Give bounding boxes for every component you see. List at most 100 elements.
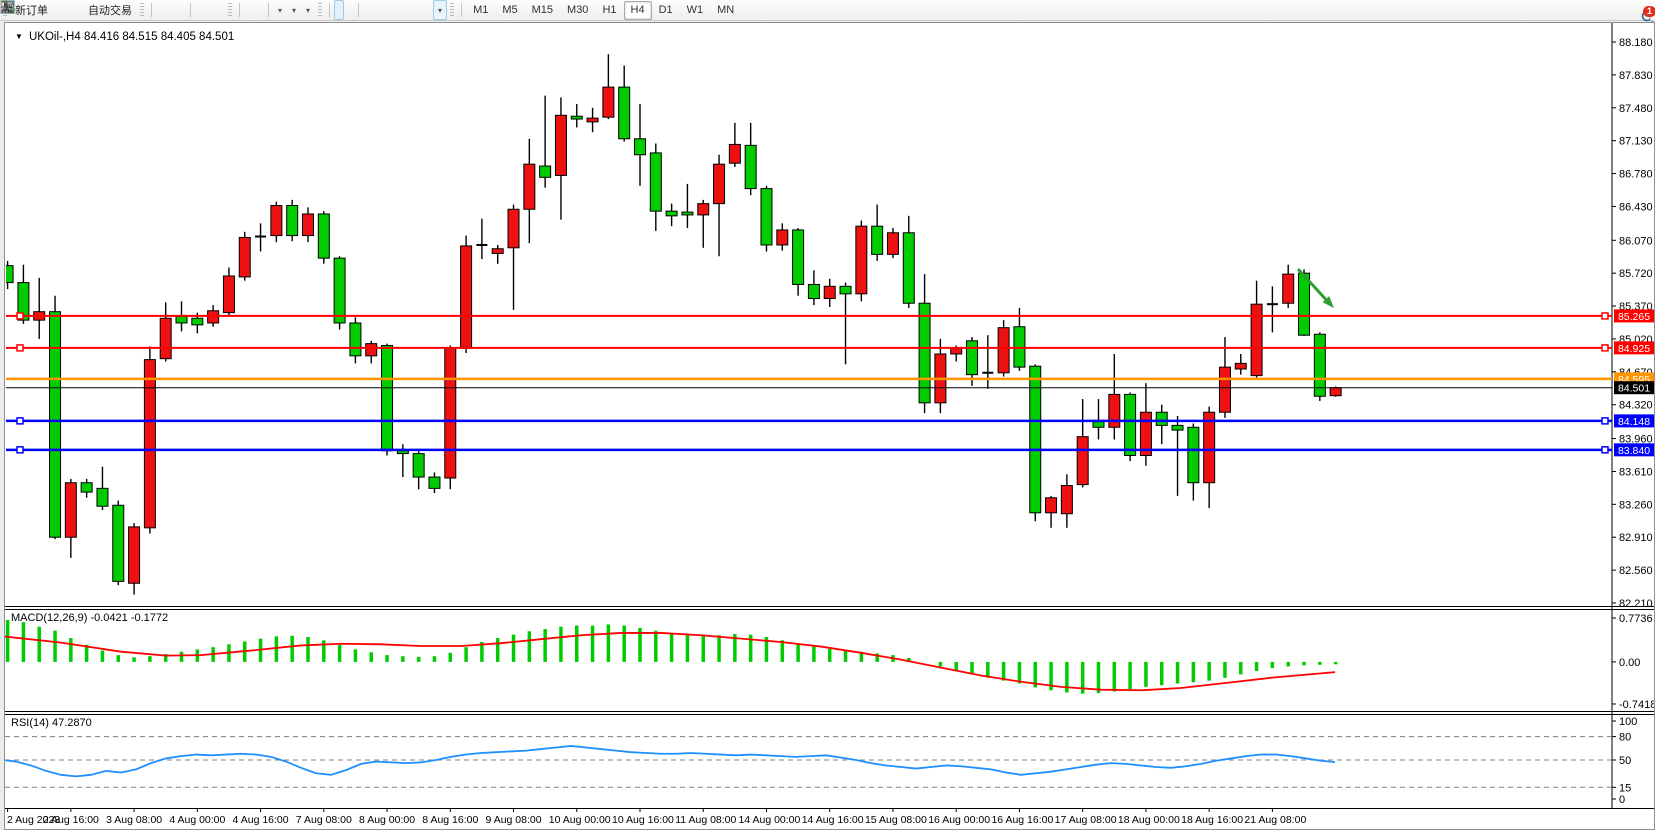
candle[interactable]	[365, 343, 378, 357]
arrows-button[interactable]: ▾	[3, 0, 448, 20]
candle[interactable]	[823, 285, 836, 300]
candle[interactable]	[1139, 411, 1152, 456]
candle[interactable]	[539, 165, 552, 178]
timeframe-d1[interactable]: D1	[658, 3, 673, 16]
candle[interactable]	[855, 225, 868, 295]
candle[interactable]	[143, 359, 156, 529]
candle[interactable]	[728, 143, 741, 164]
candle[interactable]	[1313, 333, 1326, 397]
candle[interactable]	[460, 245, 473, 349]
candle[interactable]	[1298, 272, 1311, 336]
candle[interactable]	[1060, 485, 1073, 515]
crosshair-button[interactable]	[1, 0, 354, 20]
candle[interactable]	[997, 327, 1010, 374]
text-button[interactable]: A	[3, 0, 423, 20]
candle[interactable]	[760, 188, 773, 246]
candle[interactable]	[554, 114, 567, 176]
trendline-button[interactable]	[1, 0, 393, 20]
add-indicator-button[interactable]: ▾	[0, 0, 287, 20]
candle[interactable]	[1076, 436, 1089, 486]
timeframe-mn[interactable]: MN	[717, 3, 735, 16]
new-order-button[interactable]: 新订单	[10, 0, 53, 20]
candle[interactable]	[80, 482, 93, 493]
candle[interactable]	[1045, 497, 1058, 514]
candle[interactable]	[270, 205, 283, 237]
candle[interactable]	[17, 282, 30, 321]
candle[interactable]	[238, 236, 251, 278]
template-button[interactable]: ▾	[0, 0, 315, 20]
candle[interactable]	[1155, 411, 1168, 426]
candle[interactable]	[49, 311, 62, 538]
candle[interactable]	[871, 225, 884, 255]
candle[interactable]	[191, 317, 204, 326]
timeframe-m1[interactable]: M1	[473, 3, 489, 16]
candle[interactable]	[602, 86, 615, 118]
profile-button[interactable]	[0, 0, 73, 20]
candle[interactable]	[523, 163, 536, 210]
candle[interactable]	[1187, 426, 1200, 484]
candle[interactable]	[64, 482, 77, 538]
line-chart-button[interactable]	[0, 0, 186, 20]
candle[interactable]	[839, 285, 852, 295]
candle[interactable]	[807, 283, 820, 300]
candle[interactable]	[428, 476, 441, 489]
hline-button[interactable]	[1, 0, 383, 20]
candle[interactable]	[618, 86, 631, 140]
symbol-dropdown[interactable]: ▼	[15, 32, 23, 41]
candle[interactable]	[1329, 387, 1342, 397]
candle[interactable]	[586, 117, 599, 123]
candle[interactable]	[1171, 424, 1184, 431]
candle[interactable]	[175, 315, 188, 324]
candle[interactable]	[412, 453, 425, 478]
candle[interactable]	[1029, 365, 1042, 514]
candle[interactable]	[301, 213, 314, 237]
candle[interactable]	[1282, 273, 1295, 304]
candle[interactable]	[381, 345, 394, 452]
candle[interactable]	[317, 213, 330, 259]
candle[interactable]	[681, 211, 694, 216]
candle[interactable]	[792, 229, 805, 285]
candle[interactable]	[1108, 393, 1121, 428]
candle[interactable]	[396, 450, 409, 455]
candle[interactable]	[634, 138, 646, 156]
candle[interactable]	[744, 144, 757, 190]
candle[interactable]	[950, 347, 963, 355]
candle[interactable]	[159, 317, 172, 360]
timeframe-m15[interactable]: M15	[531, 3, 554, 16]
timeframe-h1[interactable]: H1	[602, 3, 617, 16]
candle[interactable]	[222, 275, 235, 314]
zoom-out-button[interactable]	[1, 0, 215, 20]
timeframe-w1[interactable]: W1	[686, 3, 704, 16]
timeframe-m30[interactable]: M30	[567, 3, 589, 16]
candle[interactable]	[570, 115, 583, 120]
candlestick-button[interactable]	[1, 0, 176, 20]
candle[interactable]	[349, 322, 362, 357]
period-button[interactable]: ▾	[1, 0, 301, 20]
candle[interactable]	[112, 504, 125, 582]
indicator-list-button[interactable]	[1, 0, 264, 20]
candle[interactable]	[697, 203, 710, 216]
arrow-annotation[interactable]	[1296, 267, 1332, 306]
candle[interactable]	[776, 229, 789, 246]
indicators-button[interactable]	[1, 0, 254, 20]
timeframe-h4[interactable]: H4	[623, 0, 652, 20]
channel-button[interactable]: E	[0, 0, 403, 20]
candle[interactable]	[1218, 366, 1231, 413]
candle[interactable]	[128, 526, 141, 584]
candle[interactable]	[665, 210, 678, 217]
tile-windows-button[interactable]	[0, 0, 225, 20]
vline-button[interactable]	[5, 0, 373, 20]
candle[interactable]	[902, 232, 915, 304]
bar-chart-button[interactable]	[2, 0, 166, 20]
cursor-button[interactable]	[4, 0, 345, 20]
label-button[interactable]: T	[0, 0, 433, 20]
chart-window-button[interactable]	[1, 0, 63, 20]
candle[interactable]	[333, 257, 346, 324]
signal-button[interactable]	[0, 0, 83, 20]
autotrade-button[interactable]: 自动交易	[1, 0, 137, 20]
candle[interactable]	[886, 232, 899, 255]
candle[interactable]	[507, 208, 520, 249]
candle[interactable]	[286, 205, 299, 237]
candle[interactable]	[1203, 411, 1216, 484]
candle[interactable]	[96, 487, 109, 507]
